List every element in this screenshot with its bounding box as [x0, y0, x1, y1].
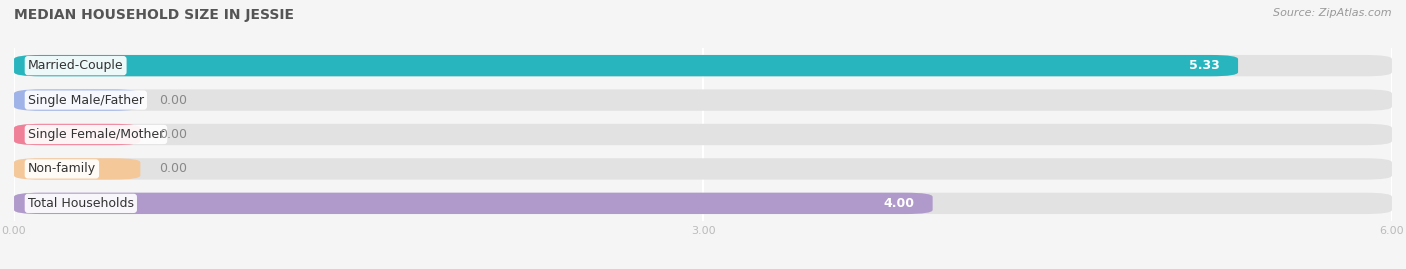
- Text: Non-family: Non-family: [28, 162, 96, 175]
- FancyBboxPatch shape: [14, 193, 932, 214]
- Text: 0.00: 0.00: [159, 94, 187, 107]
- Text: 0.00: 0.00: [159, 162, 187, 175]
- Text: Single Male/Father: Single Male/Father: [28, 94, 143, 107]
- FancyBboxPatch shape: [14, 89, 141, 111]
- Text: Total Households: Total Households: [28, 197, 134, 210]
- Text: 5.33: 5.33: [1189, 59, 1219, 72]
- FancyBboxPatch shape: [14, 193, 1392, 214]
- Text: Married-Couple: Married-Couple: [28, 59, 124, 72]
- FancyBboxPatch shape: [14, 55, 1239, 76]
- Text: 0.00: 0.00: [159, 128, 187, 141]
- Text: MEDIAN HOUSEHOLD SIZE IN JESSIE: MEDIAN HOUSEHOLD SIZE IN JESSIE: [14, 8, 294, 22]
- FancyBboxPatch shape: [14, 55, 1392, 76]
- Text: Single Female/Mother: Single Female/Mother: [28, 128, 165, 141]
- FancyBboxPatch shape: [14, 158, 141, 180]
- FancyBboxPatch shape: [14, 124, 141, 145]
- Text: Source: ZipAtlas.com: Source: ZipAtlas.com: [1274, 8, 1392, 18]
- FancyBboxPatch shape: [14, 124, 1392, 145]
- Text: 4.00: 4.00: [883, 197, 914, 210]
- FancyBboxPatch shape: [14, 89, 1392, 111]
- FancyBboxPatch shape: [14, 158, 1392, 180]
